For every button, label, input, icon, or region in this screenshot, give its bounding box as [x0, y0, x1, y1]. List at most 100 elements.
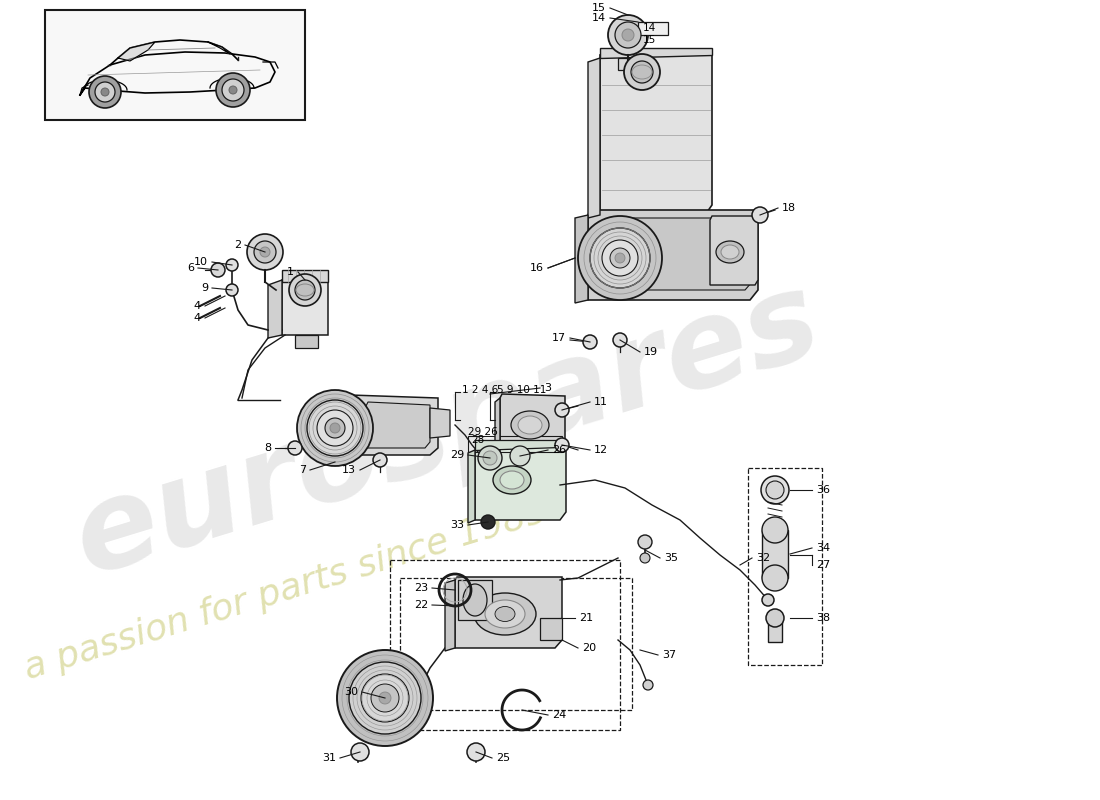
Ellipse shape [493, 466, 531, 494]
Polygon shape [475, 440, 560, 450]
Text: 6: 6 [187, 263, 194, 273]
Text: 24: 24 [552, 710, 567, 720]
Circle shape [624, 54, 660, 90]
Text: 5 9 10 11: 5 9 10 11 [497, 385, 547, 395]
Text: 21: 21 [579, 613, 593, 623]
Ellipse shape [474, 593, 536, 635]
Polygon shape [575, 215, 589, 303]
Circle shape [222, 79, 244, 101]
Circle shape [254, 241, 276, 263]
Circle shape [615, 22, 641, 48]
Circle shape [379, 692, 390, 704]
Circle shape [211, 263, 226, 277]
Text: 20: 20 [582, 643, 596, 653]
Circle shape [288, 441, 302, 455]
Circle shape [578, 216, 662, 300]
Polygon shape [345, 395, 438, 455]
Circle shape [229, 86, 236, 94]
Circle shape [371, 684, 399, 712]
Text: 13: 13 [342, 465, 356, 475]
Polygon shape [458, 580, 492, 620]
Circle shape [610, 248, 630, 268]
Polygon shape [282, 270, 328, 282]
Circle shape [766, 481, 784, 499]
Polygon shape [208, 42, 230, 54]
Text: 35: 35 [664, 553, 678, 563]
Ellipse shape [512, 411, 549, 439]
Circle shape [317, 410, 353, 446]
Circle shape [248, 234, 283, 270]
Text: 15: 15 [592, 3, 606, 13]
Polygon shape [446, 580, 455, 651]
Ellipse shape [485, 600, 525, 628]
Ellipse shape [720, 245, 739, 259]
Polygon shape [588, 210, 758, 300]
Circle shape [631, 61, 653, 83]
Polygon shape [468, 450, 475, 523]
Text: 29: 29 [450, 450, 464, 460]
Text: 8: 8 [264, 443, 271, 453]
Circle shape [226, 284, 238, 296]
Circle shape [621, 29, 634, 41]
Circle shape [289, 274, 321, 306]
Text: 4: 4 [194, 313, 201, 323]
Text: 33: 33 [450, 520, 464, 530]
Text: 36: 36 [816, 485, 831, 495]
Circle shape [510, 446, 530, 466]
Circle shape [762, 565, 788, 591]
Circle shape [761, 476, 789, 504]
Circle shape [483, 451, 497, 465]
Text: 25: 25 [496, 753, 510, 763]
Polygon shape [500, 394, 565, 452]
Ellipse shape [500, 471, 524, 489]
Polygon shape [495, 398, 500, 456]
Polygon shape [638, 22, 668, 35]
Text: 1: 1 [287, 267, 294, 277]
Ellipse shape [716, 241, 744, 263]
Polygon shape [540, 618, 562, 640]
Circle shape [95, 82, 116, 102]
Polygon shape [118, 42, 155, 61]
Text: 18: 18 [782, 203, 796, 213]
Circle shape [295, 280, 315, 300]
Text: 34: 34 [816, 543, 831, 553]
Text: a passion for parts since 1985: a passion for parts since 1985 [20, 494, 552, 686]
Text: eurospares: eurospares [60, 261, 833, 599]
Text: 30: 30 [344, 687, 358, 697]
Circle shape [481, 515, 495, 529]
Circle shape [349, 662, 421, 734]
Text: 2: 2 [234, 240, 241, 250]
Polygon shape [282, 280, 328, 335]
Ellipse shape [463, 584, 487, 616]
Circle shape [351, 743, 369, 761]
Circle shape [260, 247, 270, 257]
Circle shape [337, 650, 433, 746]
Text: 7: 7 [299, 465, 306, 475]
Polygon shape [610, 218, 752, 290]
Polygon shape [710, 216, 758, 285]
Circle shape [752, 207, 768, 223]
Circle shape [644, 680, 653, 690]
Polygon shape [336, 400, 345, 458]
Circle shape [608, 15, 648, 55]
Text: 27: 27 [816, 560, 831, 570]
Text: 15: 15 [644, 35, 657, 45]
Circle shape [613, 333, 627, 347]
Circle shape [216, 73, 250, 107]
Text: 17: 17 [552, 333, 567, 343]
Circle shape [468, 743, 485, 761]
Text: 19: 19 [644, 347, 658, 357]
Text: 12: 12 [594, 445, 608, 455]
Text: 11: 11 [594, 397, 608, 407]
Circle shape [762, 517, 788, 543]
Polygon shape [365, 402, 430, 448]
Circle shape [478, 446, 502, 470]
Ellipse shape [518, 416, 542, 434]
Circle shape [640, 553, 650, 563]
Circle shape [226, 259, 238, 271]
Polygon shape [45, 10, 305, 120]
Text: 37: 37 [662, 650, 676, 660]
Circle shape [307, 400, 363, 456]
Polygon shape [588, 58, 600, 218]
Circle shape [638, 535, 652, 549]
